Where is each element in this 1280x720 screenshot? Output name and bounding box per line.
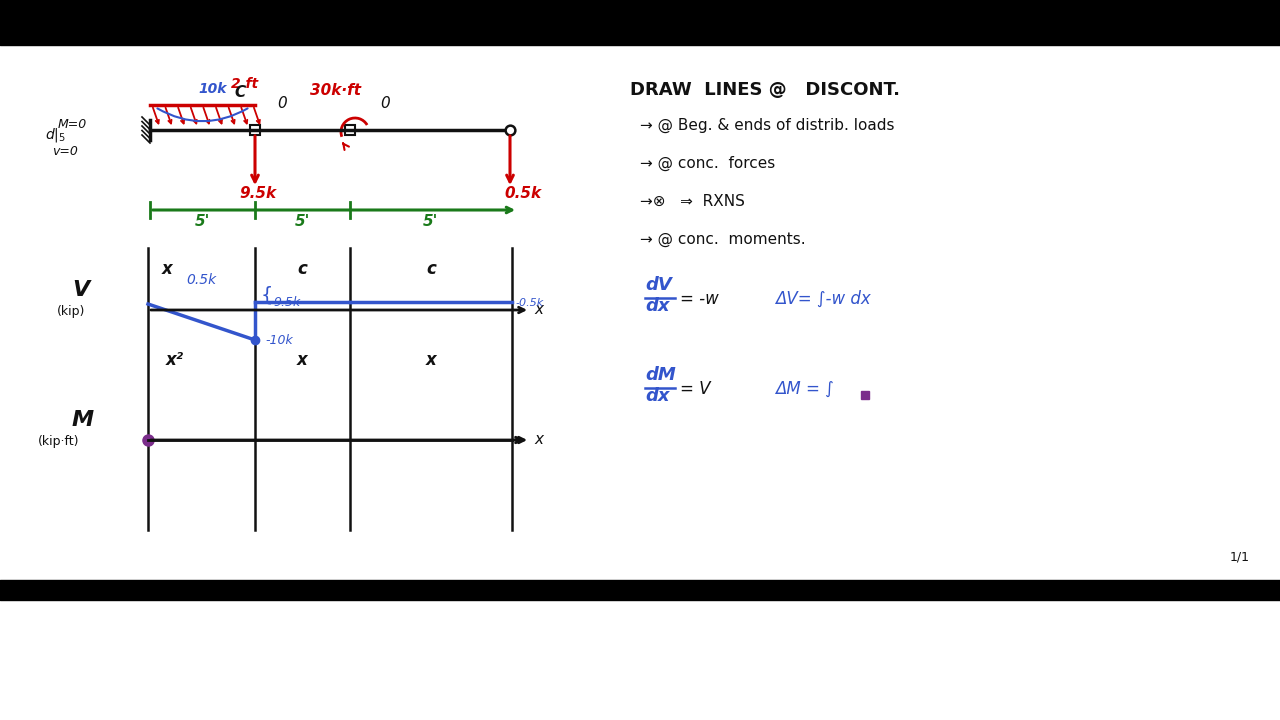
Text: $d|_5$: $d|_5$ [45,125,67,143]
Text: (kip): (kip) [58,305,86,318]
Text: 0: 0 [380,96,389,111]
Text: 9.5k: 9.5k [239,186,276,201]
Text: 1/1: 1/1 [1230,550,1251,563]
Text: dV: dV [645,276,672,294]
Text: x: x [163,260,173,278]
Text: v=0: v=0 [52,145,78,158]
Text: (kip·ft): (kip·ft) [38,435,79,448]
Text: 10k: 10k [198,82,227,96]
Text: 0.5k: 0.5k [186,273,216,287]
Text: = -w: = -w [680,290,719,308]
Text: ΔV= ∫-w dx: ΔV= ∫-w dx [774,290,870,308]
Text: {: { [261,285,274,304]
Text: 2 ft: 2 ft [232,77,259,91]
Text: c: c [297,260,307,278]
Text: C: C [234,85,246,100]
Text: 5': 5' [422,214,438,229]
Text: V: V [72,280,90,300]
Text: x: x [534,432,543,447]
Text: dM: dM [645,366,676,384]
Text: M=0: M=0 [58,118,87,131]
Text: x: x [534,302,543,317]
Text: 5': 5' [195,214,210,229]
Text: 5': 5' [294,214,310,229]
Text: ΔM = ∫: ΔM = ∫ [774,380,833,398]
Text: → @ Beg. & ends of distrib. loads: → @ Beg. & ends of distrib. loads [640,118,895,133]
Text: 0: 0 [276,96,287,111]
Text: 30k·ft: 30k·ft [310,83,361,98]
Text: dx: dx [645,297,669,315]
Text: →⊗   ⇒  RXNS: →⊗ ⇒ RXNS [640,194,745,209]
Text: x: x [297,351,308,369]
Text: → @ conc.  forces: → @ conc. forces [640,156,776,171]
Text: 9.5k: 9.5k [273,296,301,309]
Text: x²: x² [166,351,184,369]
Text: = V: = V [680,380,710,398]
Text: DRAW  LINES @   DISCONT.: DRAW LINES @ DISCONT. [630,81,900,99]
Text: 0.5k: 0.5k [504,186,541,201]
Text: x: x [426,351,436,369]
Text: → @ conc.  moments.: → @ conc. moments. [640,233,805,247]
Text: -0.5k: -0.5k [516,298,544,308]
Text: M: M [72,410,95,430]
Text: -10k: -10k [265,334,293,347]
Text: dx: dx [645,387,669,405]
Text: c: c [426,260,436,278]
